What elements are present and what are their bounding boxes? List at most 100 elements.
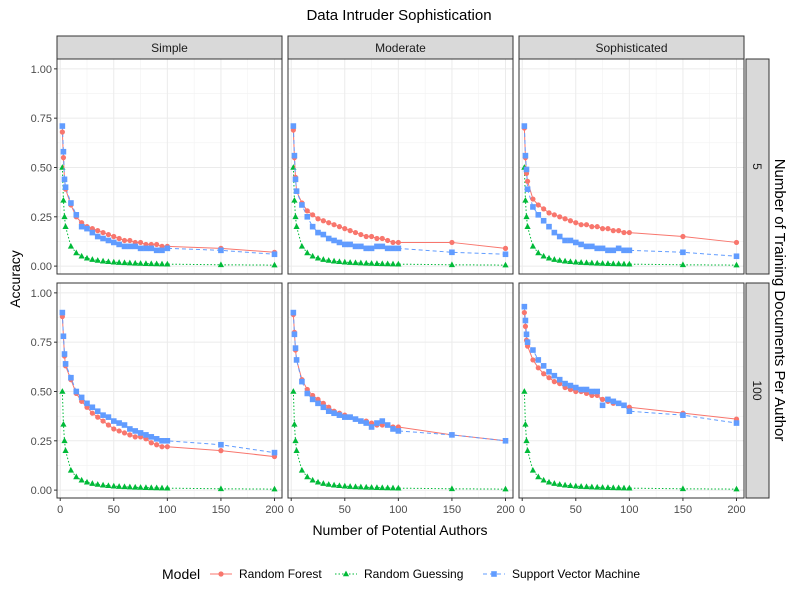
point-random-guessing — [448, 261, 456, 268]
point-random-guessing — [105, 482, 112, 489]
point-random-guessing — [132, 259, 139, 266]
point-support-vector-machine — [331, 410, 337, 416]
point-support-vector-machine — [605, 247, 611, 254]
point-random-guessing — [352, 483, 359, 490]
point-random-guessing — [626, 260, 633, 267]
point-support-vector-machine — [562, 237, 568, 244]
point-support-vector-machine — [84, 225, 90, 232]
point-support-vector-machine — [159, 437, 165, 444]
point-support-vector-machine — [218, 441, 224, 448]
point-support-vector-machine — [363, 420, 370, 426]
point-random-guessing — [572, 258, 579, 265]
point-support-vector-machine — [589, 243, 595, 250]
point-random-forest — [521, 309, 527, 316]
point-random-guessing — [67, 242, 75, 249]
point-random-guessing — [615, 484, 622, 491]
point-random-guessing — [540, 476, 547, 483]
point-random-guessing — [142, 484, 150, 490]
point-support-vector-machine — [143, 432, 149, 438]
x-tick-label: 50 — [339, 504, 351, 516]
point-support-vector-machine — [292, 176, 299, 183]
point-random-forest — [502, 245, 509, 251]
point-random-guessing — [325, 481, 332, 487]
point-random-forest — [616, 228, 622, 234]
point-random-guessing — [158, 484, 166, 491]
point-support-vector-machine — [116, 241, 122, 248]
point-random-forest — [331, 222, 337, 228]
point-support-vector-machine — [60, 148, 67, 155]
point-random-guessing — [99, 257, 107, 264]
point-support-vector-machine — [320, 231, 327, 238]
panel-0-0: 0.00 0.25 0.50 0.75 1.00 — [31, 58, 283, 275]
point-support-vector-machine — [589, 388, 595, 395]
x-tick-label: 50 — [570, 504, 582, 516]
point-support-vector-machine — [551, 229, 558, 236]
point-random-guessing — [522, 420, 529, 427]
x-tick-label: 200 — [265, 504, 283, 516]
point-random-guessing — [116, 259, 123, 265]
point-random-forest — [116, 235, 122, 242]
point-random-forest — [733, 239, 740, 246]
point-random-guessing — [153, 484, 160, 491]
point-random-forest — [530, 357, 536, 363]
y-tick-label: 1.00 — [31, 288, 52, 300]
point-random-guessing — [271, 261, 278, 268]
point-random-forest — [60, 155, 67, 161]
point-random-guessing — [89, 256, 96, 262]
point-support-vector-machine — [363, 245, 370, 252]
point-random-guessing — [389, 484, 397, 491]
point-support-vector-machine — [615, 400, 622, 407]
point-support-vector-machine — [290, 123, 297, 129]
point-support-vector-machine — [621, 402, 627, 409]
point-random-forest — [95, 414, 101, 420]
point-support-vector-machine — [293, 357, 300, 363]
point-random-guessing — [599, 484, 606, 490]
point-support-vector-machine — [341, 241, 348, 248]
panel-background — [288, 59, 513, 274]
point-random-forest — [105, 231, 112, 238]
point-random-forest — [368, 233, 375, 240]
point-random-guessing — [523, 437, 530, 444]
point-random-guessing — [148, 260, 155, 267]
point-support-vector-machine — [521, 123, 528, 129]
panel-border — [56, 58, 283, 275]
point-support-vector-machine — [449, 432, 455, 438]
point-random-forest — [121, 430, 128, 436]
point-support-vector-machine — [352, 243, 359, 250]
point-random-guessing — [352, 259, 359, 266]
point-random-guessing — [132, 483, 139, 490]
point-random-guessing — [368, 484, 375, 490]
point-support-vector-machine — [159, 247, 165, 254]
panel-1-1: 0 50 100 150 200 — [287, 282, 515, 516]
panel-border — [287, 282, 514, 499]
point-random-guessing — [588, 259, 595, 266]
point-random-forest — [551, 379, 557, 385]
point-support-vector-machine — [291, 331, 298, 338]
point-random-guessing — [99, 481, 107, 488]
point-support-vector-machine — [347, 414, 353, 420]
legend-key-marker — [491, 571, 497, 577]
point-support-vector-machine — [733, 420, 740, 426]
point-support-vector-machine — [153, 436, 160, 442]
point-random-guessing — [567, 482, 574, 489]
point-support-vector-machine — [164, 437, 171, 444]
point-support-vector-machine — [384, 245, 391, 252]
point-support-vector-machine — [132, 243, 139, 250]
point-support-vector-machine — [105, 237, 112, 244]
point-random-guessing — [379, 484, 386, 491]
point-support-vector-machine — [733, 253, 740, 260]
panel-background — [57, 59, 282, 274]
point-random-guessing — [116, 483, 123, 489]
panel-background — [519, 59, 744, 274]
point-random-guessing — [62, 223, 69, 229]
point-support-vector-machine — [94, 233, 101, 240]
point-random-forest — [132, 434, 138, 440]
point-random-guessing — [94, 257, 101, 263]
point-random-guessing — [448, 485, 456, 492]
point-support-vector-machine — [556, 233, 563, 240]
point-random-guessing — [620, 484, 628, 491]
point-support-vector-machine — [395, 428, 402, 434]
y-tick-label: 0.50 — [31, 162, 52, 174]
point-random-forest — [379, 235, 385, 242]
point-random-forest — [154, 442, 160, 448]
